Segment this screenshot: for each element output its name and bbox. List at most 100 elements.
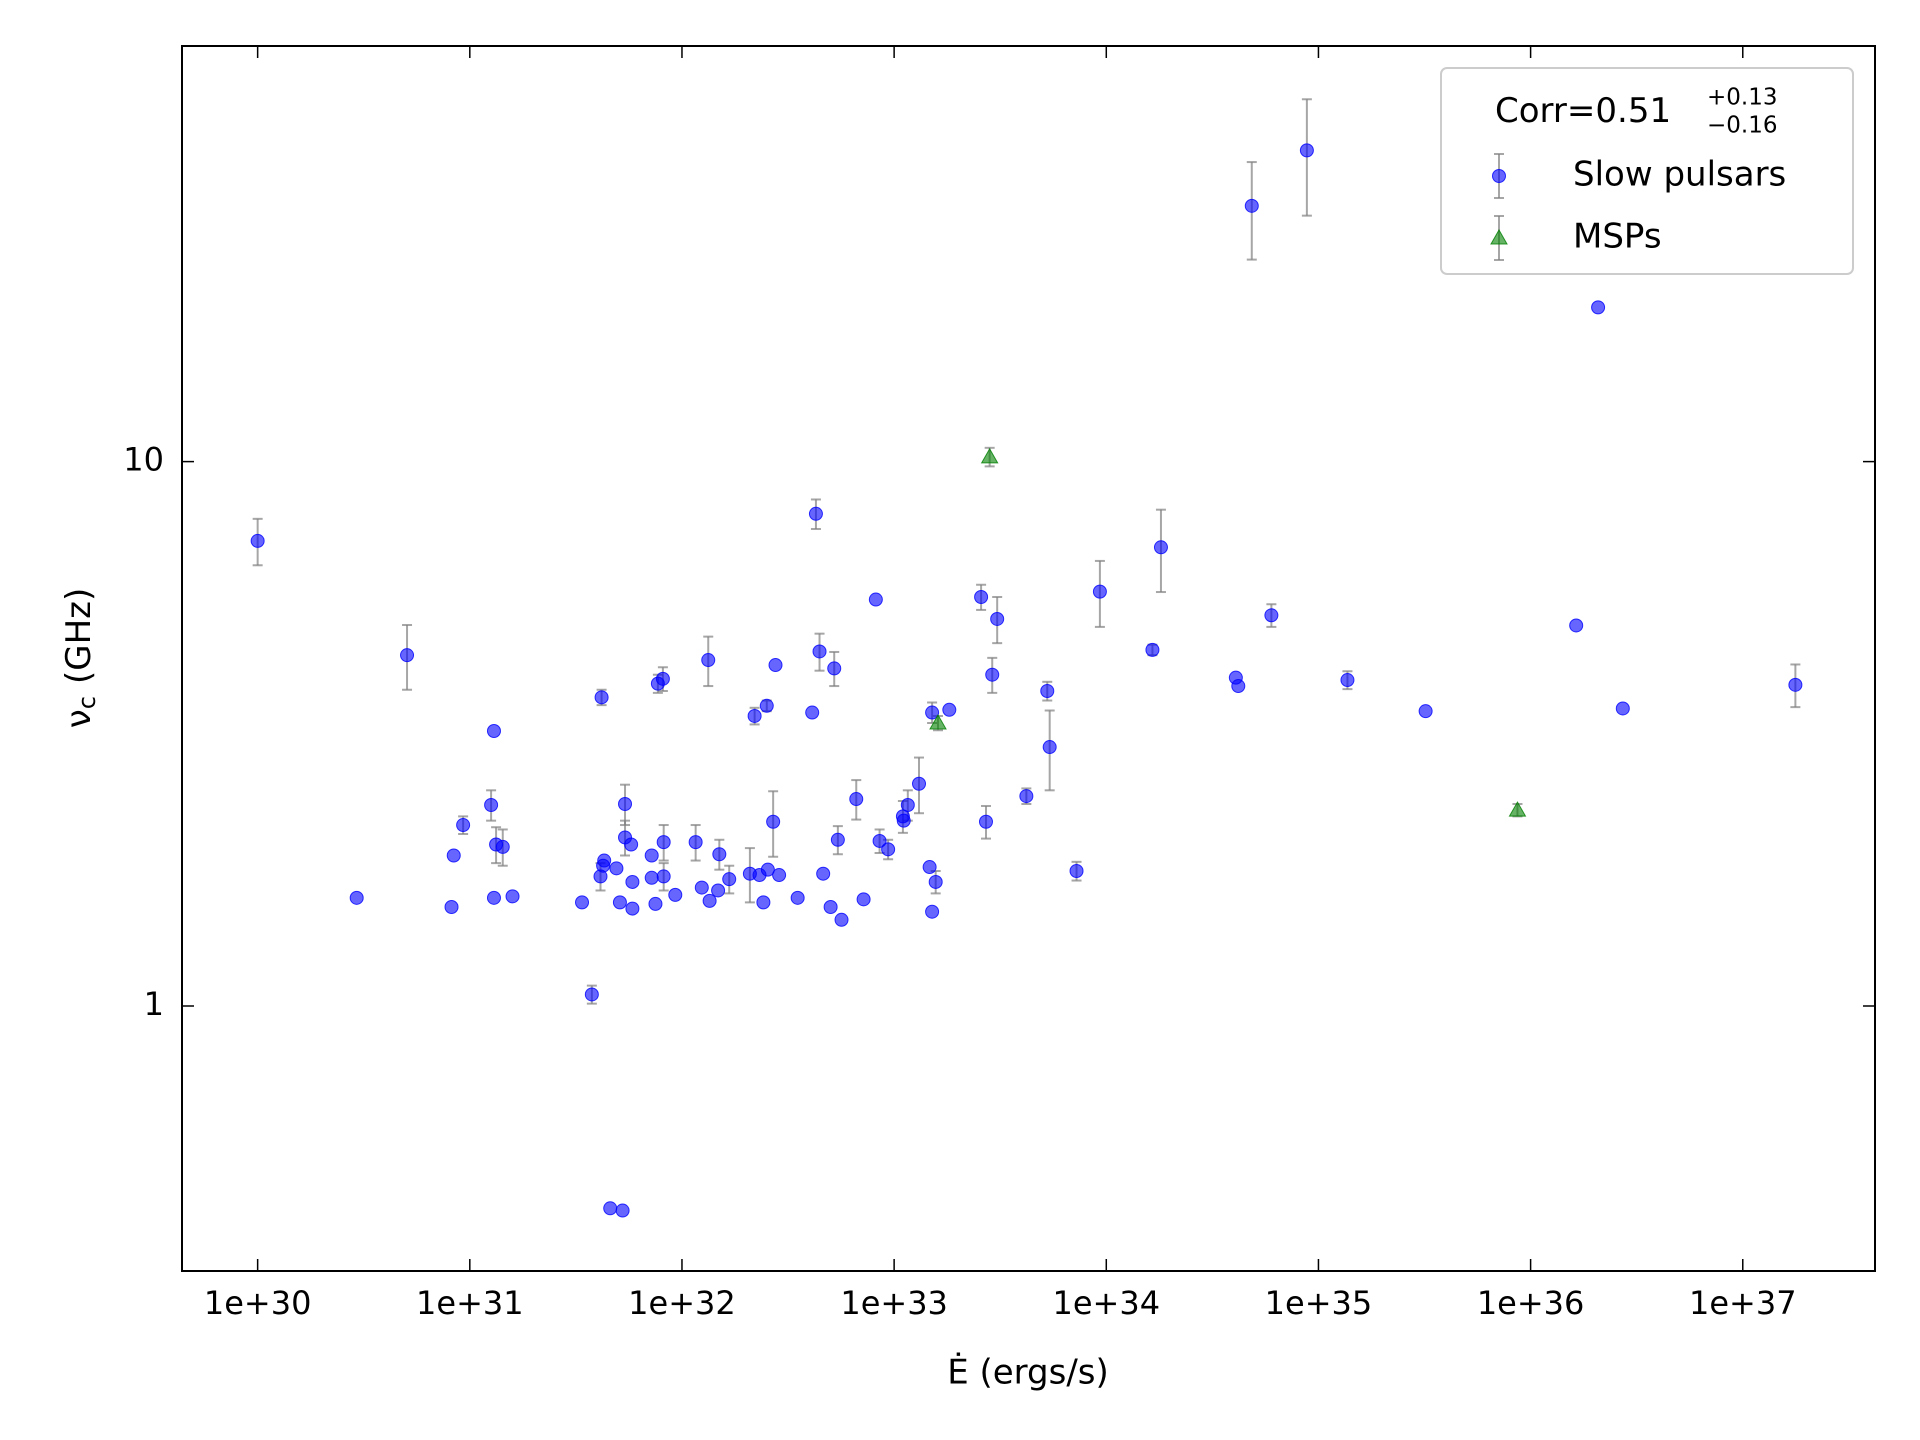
marker [644,848,659,863]
marker [625,901,640,916]
marker [668,887,683,902]
marker [584,987,599,1002]
marker [1153,540,1168,555]
marker [834,912,849,927]
marker [1418,704,1433,719]
marker [830,832,845,847]
marker [929,714,947,730]
plot-frame [181,45,1876,1272]
marker [772,868,787,883]
marker [694,880,709,895]
marker [1092,584,1107,599]
marker [505,889,520,904]
marker [722,872,737,887]
x-tick-label: 1e+36 [1477,1284,1585,1322]
legend-title-main: Corr=0.51 [1495,91,1671,131]
x-tick-label: 1e+34 [1052,1284,1160,1322]
marker [486,723,501,738]
marker [881,842,896,857]
marker [922,860,937,875]
marker [597,853,612,868]
marker [655,671,670,686]
marker [495,839,510,854]
x-axis-label: Ė (ergs/s) [947,1353,1109,1393]
y-tick-label: 1 [144,985,164,1023]
x-tick-label: 1e+31 [416,1284,524,1322]
legend-label: Slow pulsars [1573,155,1786,195]
marker [805,705,820,720]
marker [1019,789,1034,804]
marker [808,506,823,521]
marker [400,648,415,663]
marker [1069,864,1084,879]
marker [925,705,940,720]
marker [985,667,1000,682]
y-tick-label: 10 [123,441,164,479]
x-tick-label: 1e+33 [840,1284,948,1322]
marker [594,690,609,705]
marker [486,890,501,905]
marker [925,904,940,919]
marker [766,814,781,829]
marker [812,644,827,659]
marker [1244,198,1259,213]
legend-title: Corr=0.51 [1495,91,1671,131]
marker [816,866,831,881]
marker [446,848,461,863]
y-label-unit: (GHz) [59,588,99,684]
marker [656,835,671,850]
marker [827,661,842,676]
marker [872,833,887,848]
marker [648,896,663,911]
marker [942,702,957,717]
marker [1615,701,1630,716]
marker [456,818,471,833]
marker [747,708,762,723]
marker [1299,143,1314,158]
marker [1591,300,1606,315]
marker [974,590,989,605]
marker [756,895,771,910]
x-tick-label: 1e+35 [1265,1284,1373,1322]
y-label-symbol: ν [59,709,99,728]
marker [644,870,659,885]
marker [444,900,459,915]
marker [1788,677,1803,692]
marker [978,814,993,829]
marker [856,892,871,907]
marker [615,1203,630,1218]
marker [1492,169,1506,183]
marker [1042,740,1057,755]
legend: Corr=0.51 +0.13−0.16 Slow pulsars MSPs [1440,67,1854,275]
marker [1490,228,1508,245]
marker [1508,801,1527,817]
marker [618,796,633,811]
marker [712,847,727,862]
x-tick-label: 1e+32 [628,1284,736,1322]
marker [250,533,265,548]
legend-title-sub: −0.16 [1707,113,1777,139]
marker [928,874,943,889]
marker [609,861,624,876]
marker [1340,673,1355,688]
marker [624,837,639,852]
marker [603,1201,618,1216]
marker [1040,683,1055,698]
marker [1569,618,1584,633]
marker [760,862,775,877]
marker [484,798,499,813]
marker [900,798,915,813]
y-axis-label: νc (GHz) [59,588,102,729]
marker [868,592,883,607]
marker [790,890,805,905]
plot-area [250,98,1803,1218]
marker [823,900,838,915]
marker [688,835,703,850]
marker [1264,608,1279,623]
error-bar [1301,98,1312,217]
marker [1145,642,1160,657]
x-tick-label: 1e+30 [204,1284,312,1322]
marker [575,895,590,910]
marker [701,653,716,668]
